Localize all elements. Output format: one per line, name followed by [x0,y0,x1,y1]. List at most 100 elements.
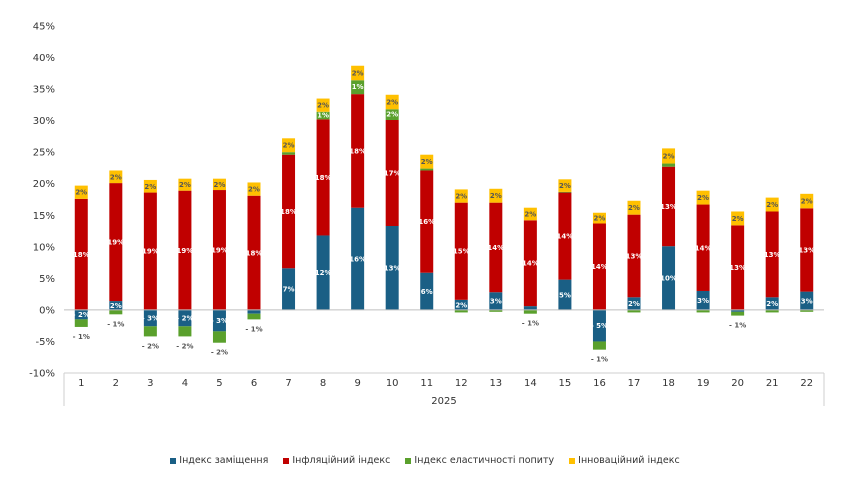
legend-item-innovation-index: Інноваційний індекс [569,455,680,466]
legend-label: Індекс заміщення [179,455,269,466]
bar-segment [385,120,399,226]
x-tick-label: 9 [354,378,360,389]
bar-segment [74,309,88,320]
data-label: 2% [732,215,744,223]
data-label: 2% [559,182,571,190]
bar-segment [385,109,399,121]
bar-segment [178,309,192,327]
x-tick-label: 17 [628,378,641,389]
data-label: 2% [801,198,813,206]
y-tick-label: 10% [33,242,55,253]
data-label: 12% [315,269,332,277]
bar-segment [247,182,261,196]
bar-segment [109,309,123,315]
data-label: - 2% [142,342,159,350]
data-label: 2% [663,152,675,160]
data-label: 2% [524,211,536,219]
y-tick-label: 45% [33,22,55,33]
chart-legend: Індекс заміщення Інфляційний індекс Інде… [0,455,850,466]
bar-segment [523,309,537,314]
data-label: 2% [455,301,467,309]
bar-segment [696,190,710,205]
bar-segment [558,191,572,193]
data-label: 2% [317,102,329,110]
bar-segment [558,279,572,310]
legend-swatch [283,457,290,464]
bar-segment [489,292,503,310]
data-label: 19% [142,248,159,256]
data-label: 18% [73,251,90,259]
bar-segment [662,246,676,310]
bar-segment [74,198,88,310]
data-label: 13% [729,264,746,272]
bar-segment [454,309,468,313]
bar-segment [212,178,226,191]
data-label: 2% [697,194,709,202]
bar-segment [74,319,88,327]
bar-segment [247,195,261,310]
data-label: - 3% [211,317,228,325]
bar-segment [765,297,779,310]
bar-segment [765,197,779,212]
bar-segment [316,111,330,120]
bar-segment [351,80,365,95]
data-label: 19% [107,239,124,247]
data-label: 15% [453,248,470,256]
data-label: 14% [591,263,608,271]
data-label: 13% [384,264,401,272]
bar-segment [765,211,779,298]
data-label: - 2% [176,315,193,323]
legend-item-inflation-index: Інфляційний індекс [283,455,390,466]
bar-segment [143,326,157,337]
data-label: 3% [490,298,502,306]
data-label: 19% [211,246,228,254]
data-label: - 5% [591,322,608,330]
x-tick-label: 5 [216,378,222,389]
data-label: 6% [421,288,433,296]
data-label: 3% [697,297,709,305]
x-group-label: 2025 [431,396,456,407]
x-tick-label: 4 [182,378,188,389]
data-label: 3% [801,297,813,305]
bar-segment [74,185,88,199]
data-label: - 2% [176,342,193,350]
y-tick-label: -10% [29,369,55,380]
data-label: 16% [349,255,366,263]
data-label: 1% [317,112,329,120]
legend-label: Інноваційний індекс [578,455,680,466]
legend-label: Інфляційний індекс [292,455,391,466]
bar-segment [454,299,468,310]
bar-segment [696,204,710,291]
bar-segment [351,65,365,81]
bar-segment [627,309,641,313]
bar-segment [454,202,468,300]
data-label: 2% [248,186,260,194]
data-label: 2% [144,183,156,191]
bar-segment [800,193,814,209]
y-tick-label: 30% [33,116,55,127]
data-label: 2% [179,181,191,189]
bar-segment [558,192,572,280]
bar-segment [592,309,606,342]
bar-segment [178,178,192,191]
bar-segment [351,207,365,310]
legend-item-replacement-index: Індекс заміщення [170,455,268,466]
data-label: 2% [421,158,433,166]
data-label: 2% [352,70,364,78]
bar-segment [489,202,503,293]
bar-segment [316,235,330,310]
y-tick-label: 15% [33,211,55,222]
bar-segment [731,225,745,310]
data-label: 7% [283,286,295,294]
bar-segment [420,168,434,171]
data-label: 2% [110,173,122,181]
x-tick-label: 18 [662,378,675,389]
data-label: 2% [766,300,778,308]
data-label: - 1% [107,320,124,328]
bar-segment [800,208,814,292]
x-tick-label: 19 [697,378,710,389]
x-tick-label: 22 [800,378,813,389]
data-label: - 2% [73,311,90,319]
bar-segment [178,326,192,337]
legend-swatch [170,457,177,464]
